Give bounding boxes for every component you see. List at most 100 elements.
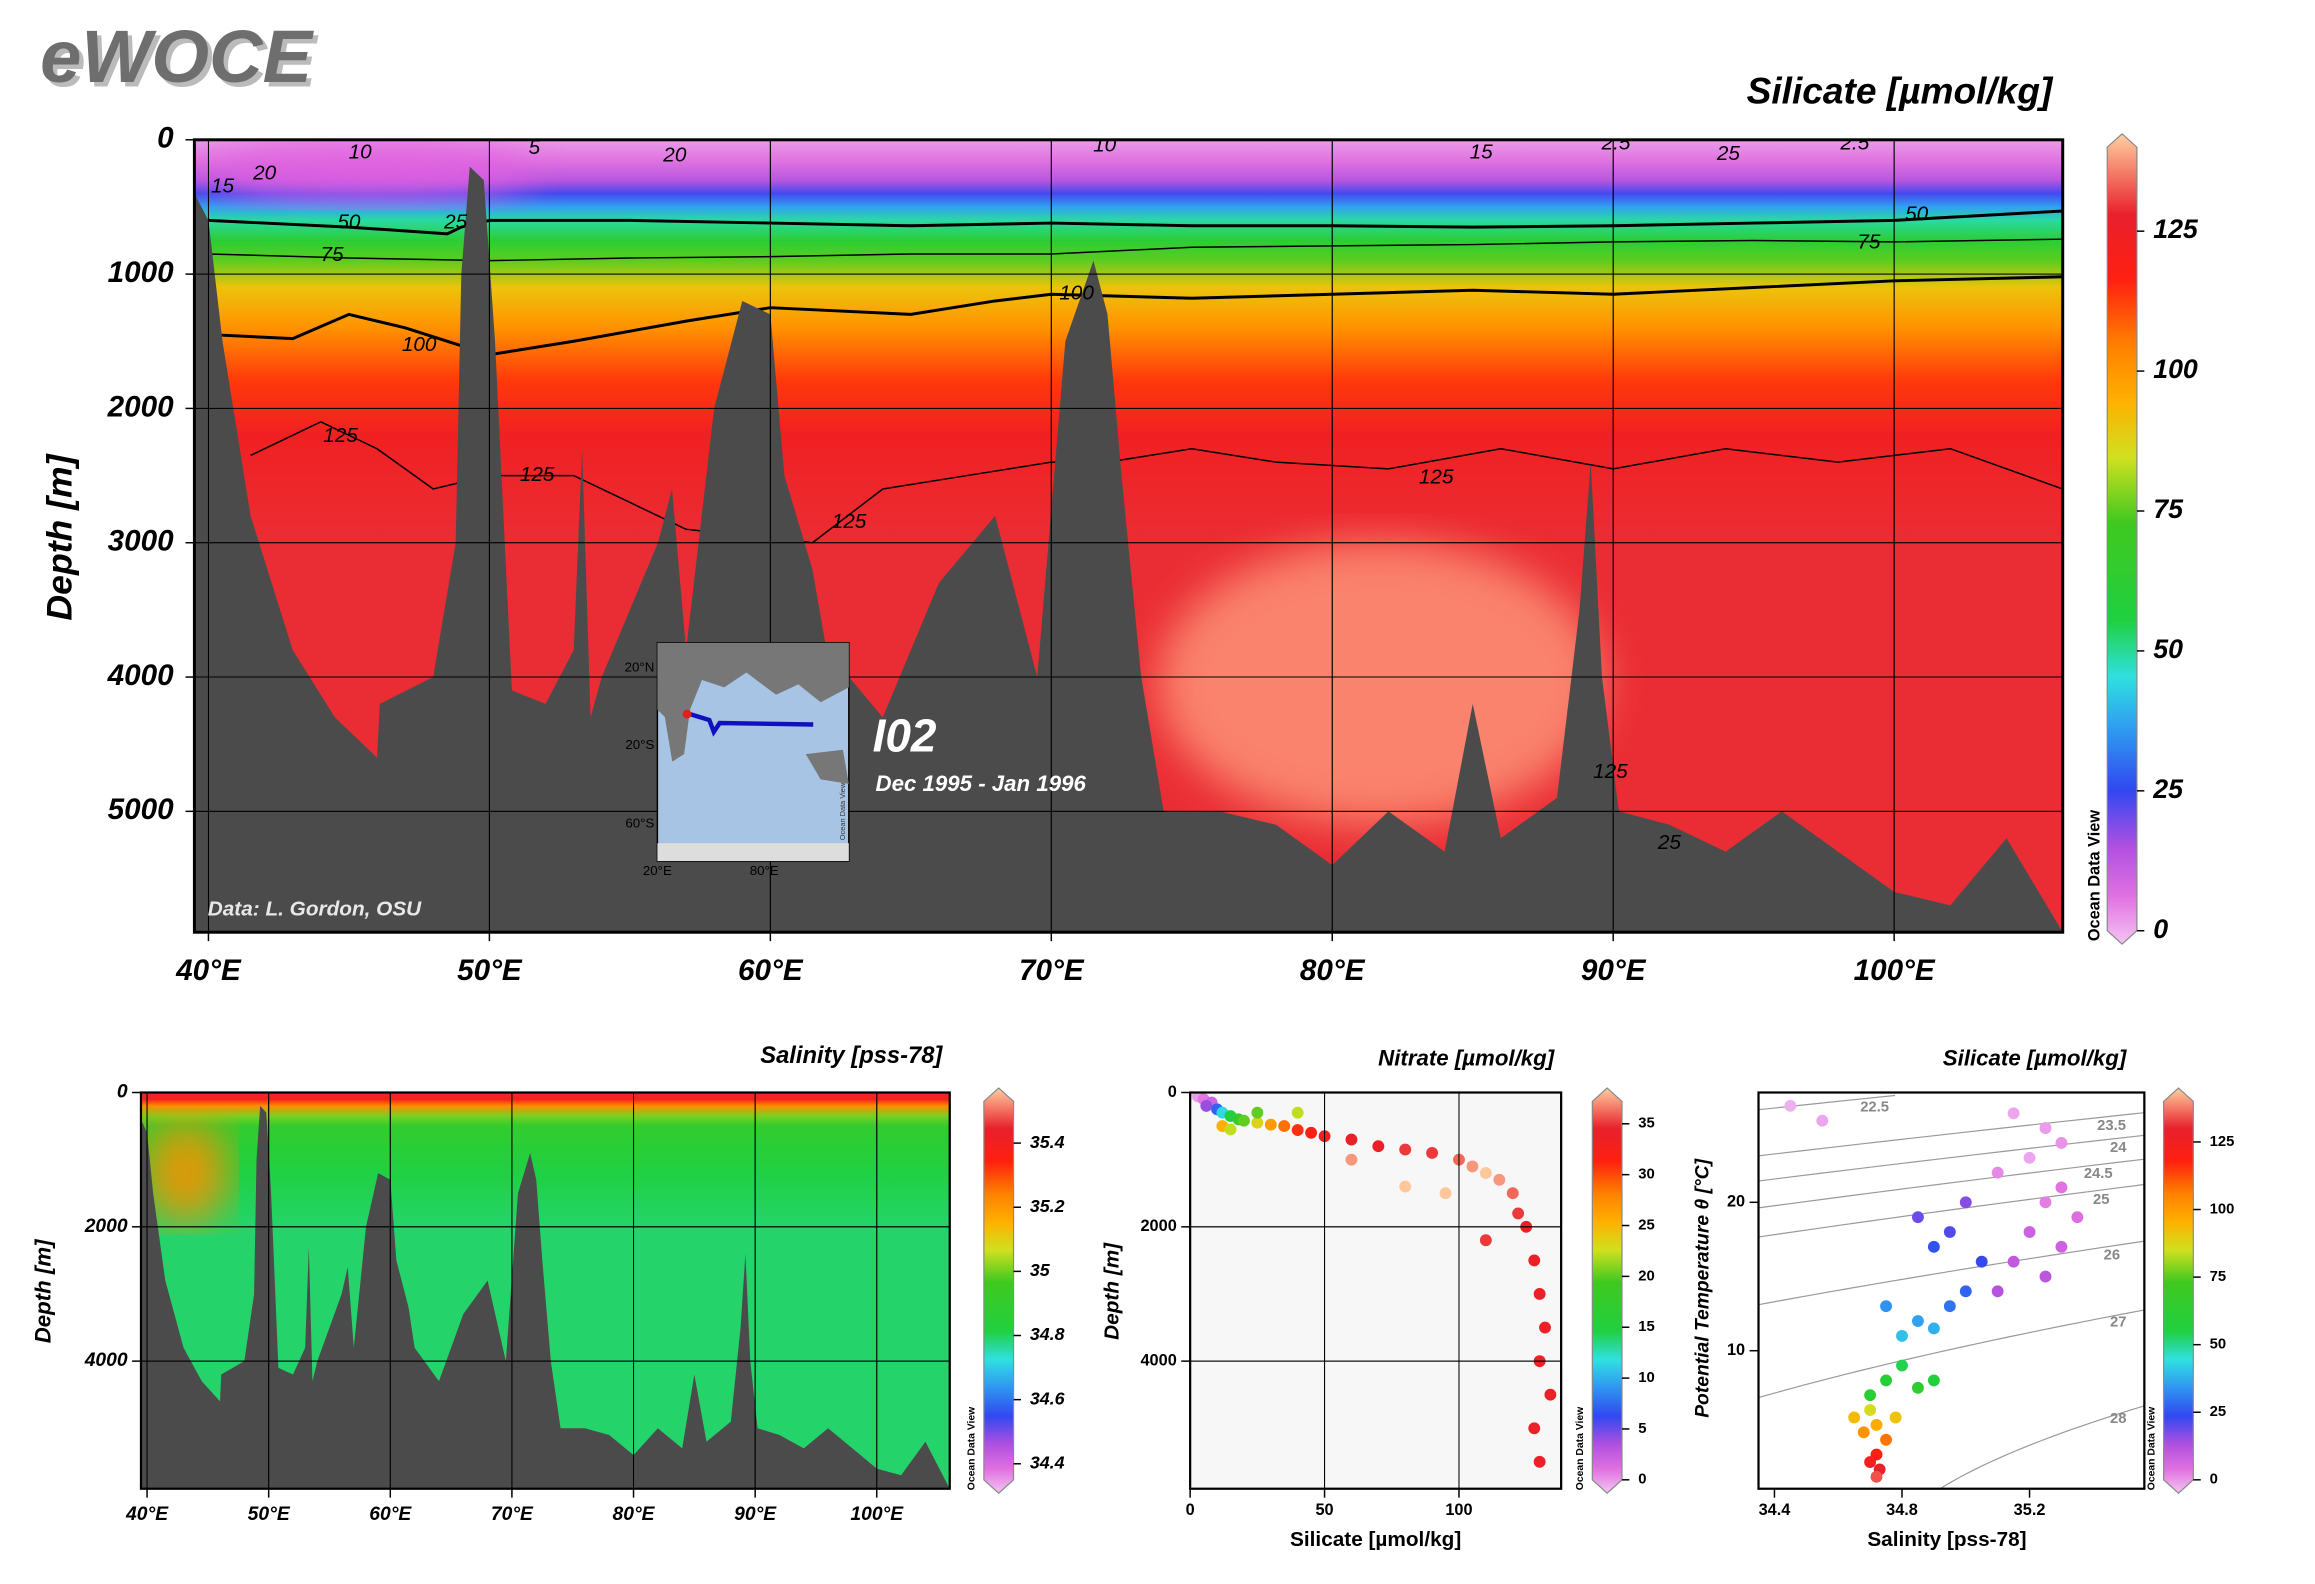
y-tick-label: 0 <box>157 122 174 155</box>
plot-frame <box>139 1091 951 1490</box>
contour-label: 2.5 <box>1839 131 1869 154</box>
point <box>1345 1133 1358 1146</box>
point <box>1959 1196 1972 1209</box>
x-axis-label: Salinity [pss-78] <box>1867 1528 2026 1551</box>
contour-label: 25 <box>1657 831 1682 854</box>
point <box>1533 1455 1546 1468</box>
y-tick-label: 5000 <box>108 793 174 826</box>
odv-label: Ocean Data View <box>1575 1406 1586 1490</box>
x-tick-label: 100°E <box>1854 954 1936 987</box>
x-tick-label: 34.4 <box>1759 1501 1791 1519</box>
x-tick-label: 90°E <box>1581 954 1647 987</box>
point <box>1848 1411 1861 1424</box>
plot-frame <box>1189 1091 1563 1490</box>
x-tick-label: 70°E <box>491 1504 534 1525</box>
point <box>2055 1181 2068 1194</box>
contour-label: 125 <box>520 463 555 486</box>
bathymetry <box>140 1105 950 1489</box>
x-tick-label: 40°E <box>175 954 242 987</box>
plot-area <box>1190 1092 1562 1489</box>
x-tick-label: 50°E <box>457 954 523 987</box>
contour-label: 20 <box>662 143 687 166</box>
contour-label: 100 <box>402 333 437 356</box>
x-tick-label: 34.8 <box>1886 1501 1918 1519</box>
point <box>1943 1226 1956 1238</box>
point <box>2007 1107 2020 1120</box>
isopycnal <box>1758 1240 2145 1306</box>
y-axis-label: Depth [m] <box>30 1238 55 1343</box>
field-patch <box>207 139 535 204</box>
point <box>2023 1226 2036 1238</box>
point <box>1372 1140 1385 1153</box>
point <box>1975 1255 1988 1268</box>
point <box>1816 1114 1829 1127</box>
logo: eWOCE <box>40 15 315 98</box>
colorbar-tick-label: 34.6 <box>1030 1388 1065 1408</box>
colorbar-tick-label: 35.2 <box>1030 1196 1065 1216</box>
point <box>1506 1187 1519 1200</box>
point <box>1539 1321 1551 1334</box>
point <box>1880 1433 1892 1446</box>
plot-background <box>1758 1092 2145 1489</box>
plot-frame <box>1757 1091 2146 1490</box>
y-axis-label: Depth [m] <box>1100 1242 1123 1340</box>
point <box>1251 1106 1264 1119</box>
colorbar-tick-label: 30 <box>1638 1167 1654 1183</box>
colorbar-tick-label: 34.4 <box>1030 1452 1065 1472</box>
y-tick-label: 4000 <box>107 659 174 692</box>
point <box>1345 1153 1358 1166</box>
point <box>1927 1322 1940 1335</box>
contour-label: 20 <box>252 162 277 185</box>
point <box>1224 1123 1237 1136</box>
inset-lon-label: 20°E <box>643 863 672 878</box>
point <box>1479 1234 1492 1247</box>
contour-line <box>208 238 2063 262</box>
isopycnal <box>1758 1158 2145 1209</box>
x-tick-label: 60°E <box>738 954 804 987</box>
point <box>1870 1418 1883 1431</box>
plot-area: 22.5 23.5 24 24.5 25 26 27 28 <box>1758 1092 2145 1489</box>
isopycnal-label: 25 <box>2093 1192 2110 1208</box>
colorbar-tick-label: 35 <box>1030 1260 1051 1280</box>
colorbar-tick-label: 0 <box>2153 914 2168 944</box>
x-tick-label: 80°E <box>613 1504 656 1525</box>
point <box>1889 1411 1902 1424</box>
odv-label: Ocean Data View <box>2086 810 2104 941</box>
colorbar-tick-label: 25 <box>2210 1404 2227 1420</box>
colorbar <box>2163 1087 2194 1494</box>
point <box>1880 1300 1892 1313</box>
point <box>1864 1389 1877 1402</box>
credit: Data: L. Gordon, OSU <box>208 897 422 920</box>
x-axis-label: Silicate [µmol/kg] <box>1290 1528 1461 1551</box>
isopycnal-label: 23.5 <box>2097 1118 2126 1134</box>
colorbar-tick-label: 34.8 <box>1030 1324 1065 1344</box>
odv-label: Ocean Data View <box>967 1406 978 1490</box>
cruise-label: I02 <box>873 709 937 761</box>
chart-title: Silicate [µmol/kg] <box>1747 70 2054 112</box>
y-tick-label: 20 <box>1727 1193 1745 1211</box>
chart-title: Nitrate [µmol/kg] <box>1378 1046 1556 1071</box>
point <box>1237 1114 1250 1127</box>
point <box>1291 1124 1304 1137</box>
x-tick-label: 50 <box>1315 1501 1333 1519</box>
x-tick-label: 80°E <box>1300 954 1366 987</box>
contour-label: 10 <box>349 141 373 164</box>
contour-label: 100 <box>1059 282 1094 305</box>
contour-line <box>208 209 2063 236</box>
x-tick-label: 0 <box>1186 1501 1195 1519</box>
odv-label: Ocean Data View <box>2146 1406 2157 1490</box>
point <box>1943 1300 1956 1313</box>
point <box>1426 1147 1439 1159</box>
contour-label: 125 <box>323 424 358 447</box>
isopycnal <box>1758 1134 2145 1182</box>
point <box>2007 1255 2020 1268</box>
inset-land <box>657 642 849 762</box>
contour-label: 75 <box>1857 231 1881 254</box>
colorbar-tick-label: 50 <box>2153 634 2183 664</box>
contour-label: 50 <box>337 211 361 234</box>
inset-land <box>657 843 849 862</box>
y-tick-label: 0 <box>117 1082 128 1103</box>
point <box>1927 1240 1940 1253</box>
colorbar-tick-label: 25 <box>2152 774 2184 804</box>
